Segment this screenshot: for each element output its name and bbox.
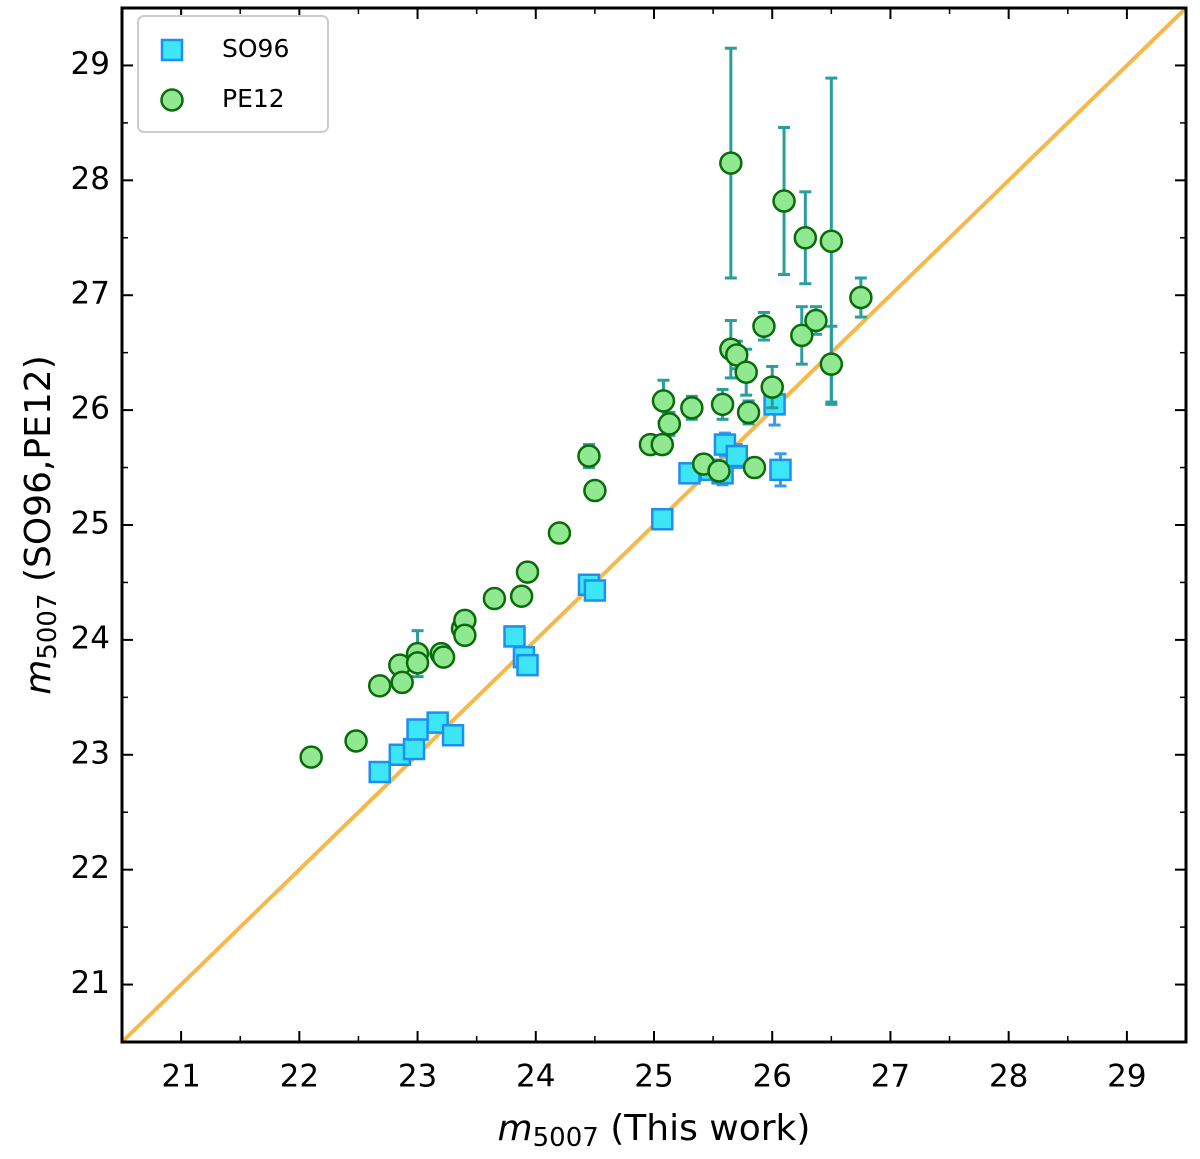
circle-marker bbox=[299, 745, 323, 769]
circle-marker bbox=[509, 584, 534, 608]
circle-marker bbox=[752, 314, 776, 338]
square-marker bbox=[441, 723, 465, 747]
circle-marker bbox=[390, 670, 414, 695]
circle-marker bbox=[431, 645, 456, 669]
x-label-subscript: 5007 bbox=[533, 1123, 599, 1153]
circle-marker bbox=[793, 226, 818, 250]
x-tick-label: 28 bbox=[989, 1059, 1028, 1095]
circle-marker bbox=[577, 444, 601, 468]
square-marker bbox=[402, 737, 426, 761]
y-axis-label: m5007 (SO96,PE12) bbox=[18, 355, 63, 695]
x-label-symbol: m bbox=[498, 1108, 533, 1149]
y-tick-label: 25 bbox=[71, 506, 110, 542]
square-marker bbox=[583, 579, 607, 602]
square-marker bbox=[651, 508, 674, 531]
square-marker bbox=[368, 760, 391, 784]
x-tick-label: 29 bbox=[1107, 1059, 1146, 1095]
circle-marker bbox=[790, 323, 814, 348]
x-tick-label: 26 bbox=[752, 1059, 791, 1095]
circle-marker bbox=[742, 455, 767, 480]
x-tick-label: 24 bbox=[516, 1059, 555, 1095]
circle-marker bbox=[772, 189, 796, 213]
circle-marker bbox=[680, 396, 704, 420]
square-marker bbox=[503, 625, 526, 648]
legend-box bbox=[137, 15, 329, 133]
circle-marker bbox=[515, 560, 540, 584]
square-marker bbox=[406, 718, 429, 741]
x-tick-label: 27 bbox=[871, 1059, 910, 1095]
plot-frame bbox=[120, 6, 1188, 1044]
y-tick-label: 27 bbox=[71, 276, 110, 312]
x-tick-label: 23 bbox=[398, 1059, 437, 1095]
circle-marker bbox=[760, 375, 784, 399]
circle-marker bbox=[710, 392, 735, 417]
x-axis-label: m5007 (This work) bbox=[498, 1108, 811, 1153]
circle-marker bbox=[583, 478, 607, 503]
square-marker bbox=[160, 38, 184, 62]
x-tick-label: 22 bbox=[280, 1059, 319, 1095]
circle-marker bbox=[819, 229, 844, 253]
y-label-subscript: 5007 bbox=[33, 594, 63, 660]
y-label-rest: (SO96,PE12) bbox=[18, 355, 59, 593]
square-marker bbox=[769, 458, 792, 482]
circle-marker bbox=[734, 360, 758, 384]
x-tick-label: 21 bbox=[161, 1059, 200, 1095]
circle-marker bbox=[849, 285, 873, 310]
y-tick-label: 24 bbox=[71, 620, 110, 656]
circle-marker bbox=[650, 432, 675, 457]
square-marker bbox=[516, 653, 539, 677]
circle-marker bbox=[482, 586, 507, 611]
circle-marker bbox=[736, 400, 761, 425]
x-label-rest: (This work) bbox=[599, 1108, 811, 1149]
y-label-symbol: m bbox=[18, 660, 59, 695]
circle-marker bbox=[819, 352, 844, 376]
circle-marker bbox=[657, 412, 682, 436]
y-tick-label: 23 bbox=[71, 735, 110, 771]
y-tick-label: 22 bbox=[71, 850, 110, 886]
y-tick-label: 26 bbox=[71, 391, 110, 427]
y-tick-label: 29 bbox=[71, 46, 110, 82]
circle-marker bbox=[719, 151, 743, 175]
circle-marker bbox=[160, 88, 184, 112]
y-tick-label: 21 bbox=[71, 965, 110, 1001]
circle-marker bbox=[344, 729, 368, 753]
square-marker bbox=[725, 444, 749, 468]
circle-marker bbox=[707, 459, 731, 483]
circle-marker bbox=[405, 651, 430, 675]
x-tick-label: 25 bbox=[634, 1059, 673, 1095]
circle-marker bbox=[367, 674, 392, 698]
legend-label: SO96 bbox=[222, 34, 289, 63]
circle-marker bbox=[804, 308, 828, 333]
circle-marker bbox=[547, 521, 572, 545]
y-tick-label: 28 bbox=[71, 161, 110, 197]
circle-marker bbox=[651, 389, 676, 413]
circle-marker bbox=[453, 623, 477, 648]
legend-label: PE12 bbox=[222, 84, 285, 113]
